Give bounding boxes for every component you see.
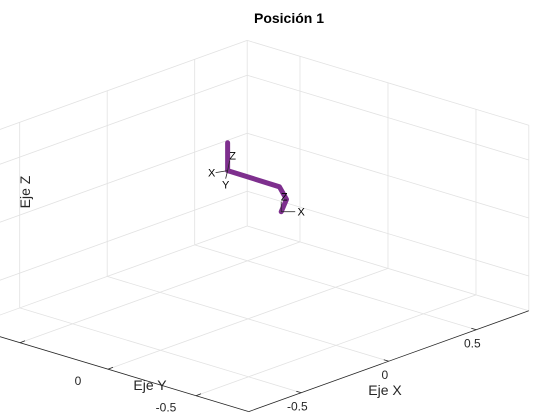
axes-layer: -0.500.5-0.500.5-0.500.5 bbox=[0, 310, 529, 415]
frame-base-z-label: Z bbox=[229, 151, 236, 163]
frame-base-z-axis bbox=[227, 160, 231, 171]
y-gridline bbox=[107, 268, 389, 370]
frame-base-y-axis bbox=[225, 170, 229, 179]
z-gridline bbox=[247, 132, 529, 219]
z-gridline bbox=[247, 74, 529, 161]
frame-base: XY Z bbox=[208, 151, 236, 192]
data-layer bbox=[225, 140, 289, 215]
y-tick-mark bbox=[195, 393, 202, 397]
grid-edge bbox=[0, 40, 248, 130]
series-line-0 bbox=[225, 140, 289, 215]
x-tick-label: 0.5 bbox=[464, 337, 481, 351]
frame-base-x-label: X bbox=[208, 168, 216, 180]
z-gridline bbox=[0, 74, 248, 165]
y-tick-mark bbox=[19, 340, 26, 344]
x-tick-label: -0.5 bbox=[287, 400, 308, 414]
y-gridline bbox=[19, 241, 301, 344]
x-tick-mark bbox=[296, 390, 302, 394]
chart-title: Posición 1 bbox=[254, 10, 324, 26]
y-tick-mark bbox=[107, 366, 114, 370]
frame-tool-z-label: Z bbox=[281, 192, 288, 204]
y-tick-label: 0 bbox=[75, 374, 82, 388]
grid-edge bbox=[0, 225, 248, 316]
z-axis-label: Eje Z bbox=[17, 175, 33, 208]
z-gridline bbox=[247, 190, 529, 277]
z-gridline bbox=[0, 190, 248, 281]
frame-tool-x-label: X bbox=[298, 207, 306, 219]
y-axis-label: Eje Y bbox=[133, 377, 167, 393]
x-tick-mark bbox=[383, 359, 389, 362]
y-gridline bbox=[195, 294, 477, 397]
x-tick-label: 0 bbox=[381, 368, 388, 382]
frame-tool: XZ bbox=[280, 192, 306, 219]
y-tick-label: -0.5 bbox=[156, 401, 177, 415]
x-axis-label: Eje X bbox=[368, 382, 402, 398]
frame-base-x-axis bbox=[215, 170, 228, 173]
x-tick-mark bbox=[471, 327, 477, 331]
z-gridline bbox=[0, 132, 248, 223]
grid-layer bbox=[0, 40, 530, 397]
frame-base-y-label: Y bbox=[222, 180, 230, 192]
